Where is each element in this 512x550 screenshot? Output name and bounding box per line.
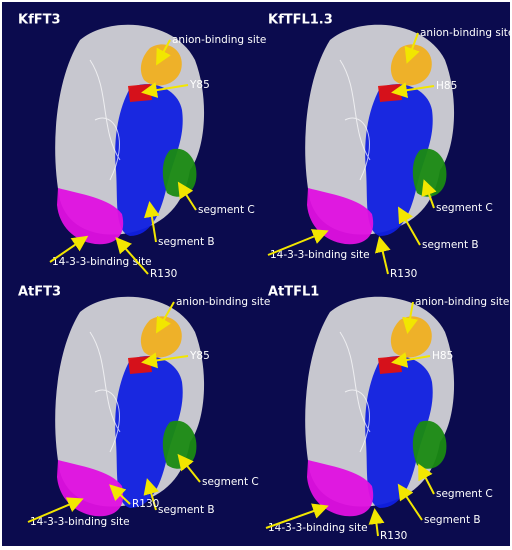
backbone-trace xyxy=(339,331,371,453)
arrow xyxy=(404,32,420,64)
site-label: Y85 xyxy=(189,79,210,91)
site-label: R130 xyxy=(150,268,177,280)
segment-c-surface xyxy=(412,420,447,469)
segment-b-surface xyxy=(115,356,183,508)
panel: AtTFL1 anion-binding site H85 segment C segm… xyxy=(265,285,509,542)
backbone-trace xyxy=(89,331,121,453)
site-label: anion-binding site xyxy=(176,296,270,308)
arrow xyxy=(156,301,175,334)
arrow xyxy=(397,483,423,521)
panel: AtFT3 anion-binding site Y85 segment C segme… xyxy=(18,285,270,529)
site-label: segment B xyxy=(422,239,479,251)
panel: KfFT3 anion-binding site Y85 segment C segme… xyxy=(18,13,266,281)
panel-title: KfTFL1.3 xyxy=(268,13,333,28)
site-label: 14-3-3-binding site xyxy=(270,249,370,261)
arrow xyxy=(265,503,329,529)
anion-surface xyxy=(390,316,432,358)
arrow xyxy=(421,179,437,209)
arrow xyxy=(391,352,431,368)
arrow xyxy=(267,229,329,256)
site-label: Y85 xyxy=(189,350,210,362)
residue-85-surface xyxy=(378,84,402,102)
anion-surface xyxy=(140,316,182,358)
segment-b-surface xyxy=(365,356,433,508)
residue-85-surface xyxy=(378,356,402,374)
site-label: anion-binding site xyxy=(420,27,512,39)
residue-85-surface xyxy=(128,356,152,374)
arrow xyxy=(141,352,189,369)
arrow xyxy=(141,82,189,98)
site-label: segment B xyxy=(424,514,481,526)
segment-b-surface xyxy=(115,84,183,236)
panel: KfTFL1.3 anion-binding site H85 segment C se… xyxy=(267,13,512,280)
site-label: segment B xyxy=(158,504,215,516)
arrow xyxy=(374,236,391,275)
site-label: H85 xyxy=(436,80,457,92)
site-label: segment C xyxy=(202,476,259,488)
arrow xyxy=(368,508,385,537)
site-label: anion-binding site xyxy=(415,296,509,308)
arrow xyxy=(177,453,201,483)
site-label: R130 xyxy=(390,268,417,280)
arrow xyxy=(49,235,89,263)
arrow xyxy=(109,484,131,505)
arrow xyxy=(418,463,435,495)
site-label: H85 xyxy=(432,350,453,362)
panel-title: AtFT3 xyxy=(18,285,61,300)
site-label: R130 xyxy=(380,530,407,542)
arrow xyxy=(398,206,421,246)
residue-85-surface xyxy=(128,84,152,102)
arrow xyxy=(402,301,418,334)
arrow xyxy=(177,181,197,211)
binding-surface xyxy=(307,460,374,517)
arrow xyxy=(156,39,171,66)
panel-title: AtTFL1 xyxy=(268,285,319,300)
binding-surface xyxy=(57,188,124,245)
site-label: 14-3-3-binding site xyxy=(30,516,130,528)
site-label: segment C xyxy=(436,202,493,214)
anion-surface xyxy=(390,44,432,86)
arrow xyxy=(27,497,84,523)
site-label: segment C xyxy=(436,488,493,500)
arrow xyxy=(144,201,160,243)
arrow xyxy=(115,237,149,275)
backbone-trace xyxy=(89,59,121,181)
site-label: anion-binding site xyxy=(172,34,266,46)
backbone-trace xyxy=(339,59,371,181)
segment-c-surface xyxy=(412,148,447,197)
site-label: 14-3-3-binding site xyxy=(268,522,368,534)
site-label: segment C xyxy=(198,204,255,216)
segment-b-surface xyxy=(365,84,433,236)
panels: KfFT3 anion-binding site Y85 segment C segme… xyxy=(18,13,512,543)
site-label: R130 xyxy=(132,498,159,510)
arrow xyxy=(143,478,159,511)
site-label: 14-3-3-binding site xyxy=(52,256,152,268)
panel-title: KfFT3 xyxy=(18,13,61,28)
arrow xyxy=(391,82,435,99)
site-label: segment B xyxy=(158,236,215,248)
